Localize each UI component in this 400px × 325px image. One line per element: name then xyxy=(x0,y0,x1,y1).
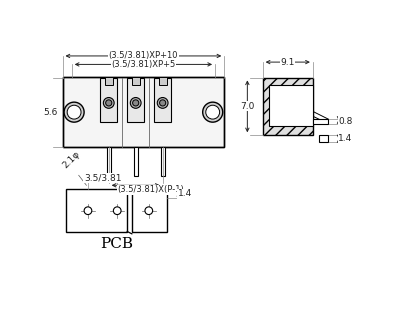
Bar xyxy=(66,189,127,231)
Bar xyxy=(105,77,113,85)
Bar xyxy=(263,77,313,135)
Bar xyxy=(319,135,328,142)
Text: 1.4: 1.4 xyxy=(178,189,192,198)
Bar xyxy=(160,100,166,106)
Circle shape xyxy=(64,102,84,122)
Circle shape xyxy=(157,98,168,108)
Text: (3.5/3.81)XP+10: (3.5/3.81)XP+10 xyxy=(109,51,178,60)
Text: PCB: PCB xyxy=(100,237,133,251)
Circle shape xyxy=(84,207,92,215)
Bar xyxy=(62,77,224,147)
Text: (3.5/3.81)XP+5: (3.5/3.81)XP+5 xyxy=(111,60,176,69)
Circle shape xyxy=(206,105,220,119)
Text: 0.8: 0.8 xyxy=(338,117,352,126)
Text: (3.5/3.81)X(P-1): (3.5/3.81)X(P-1) xyxy=(118,186,184,194)
Text: 5.6: 5.6 xyxy=(43,108,58,117)
Text: 1.4: 1.4 xyxy=(338,134,352,143)
Circle shape xyxy=(203,102,223,122)
Bar xyxy=(134,147,138,176)
Text: 3.5/3.81: 3.5/3.81 xyxy=(84,174,121,183)
Bar xyxy=(133,100,139,106)
Bar xyxy=(132,77,140,85)
Bar xyxy=(62,77,224,147)
Bar xyxy=(107,147,111,176)
Bar xyxy=(161,147,165,176)
Bar xyxy=(100,77,117,122)
Circle shape xyxy=(160,100,166,106)
Circle shape xyxy=(113,207,121,215)
Text: 9.1: 9.1 xyxy=(280,58,295,67)
Bar xyxy=(106,100,112,106)
Bar xyxy=(154,77,171,122)
Circle shape xyxy=(145,207,153,215)
Bar xyxy=(269,85,313,126)
Text: 2.1φ: 2.1φ xyxy=(61,149,81,170)
Bar xyxy=(313,119,328,124)
Circle shape xyxy=(130,98,141,108)
Bar xyxy=(127,77,144,122)
Circle shape xyxy=(133,100,139,106)
Text: 7.0: 7.0 xyxy=(240,102,254,111)
Circle shape xyxy=(106,100,112,106)
Circle shape xyxy=(103,98,114,108)
Bar xyxy=(159,77,166,85)
Bar xyxy=(132,189,166,231)
Circle shape xyxy=(67,105,81,119)
